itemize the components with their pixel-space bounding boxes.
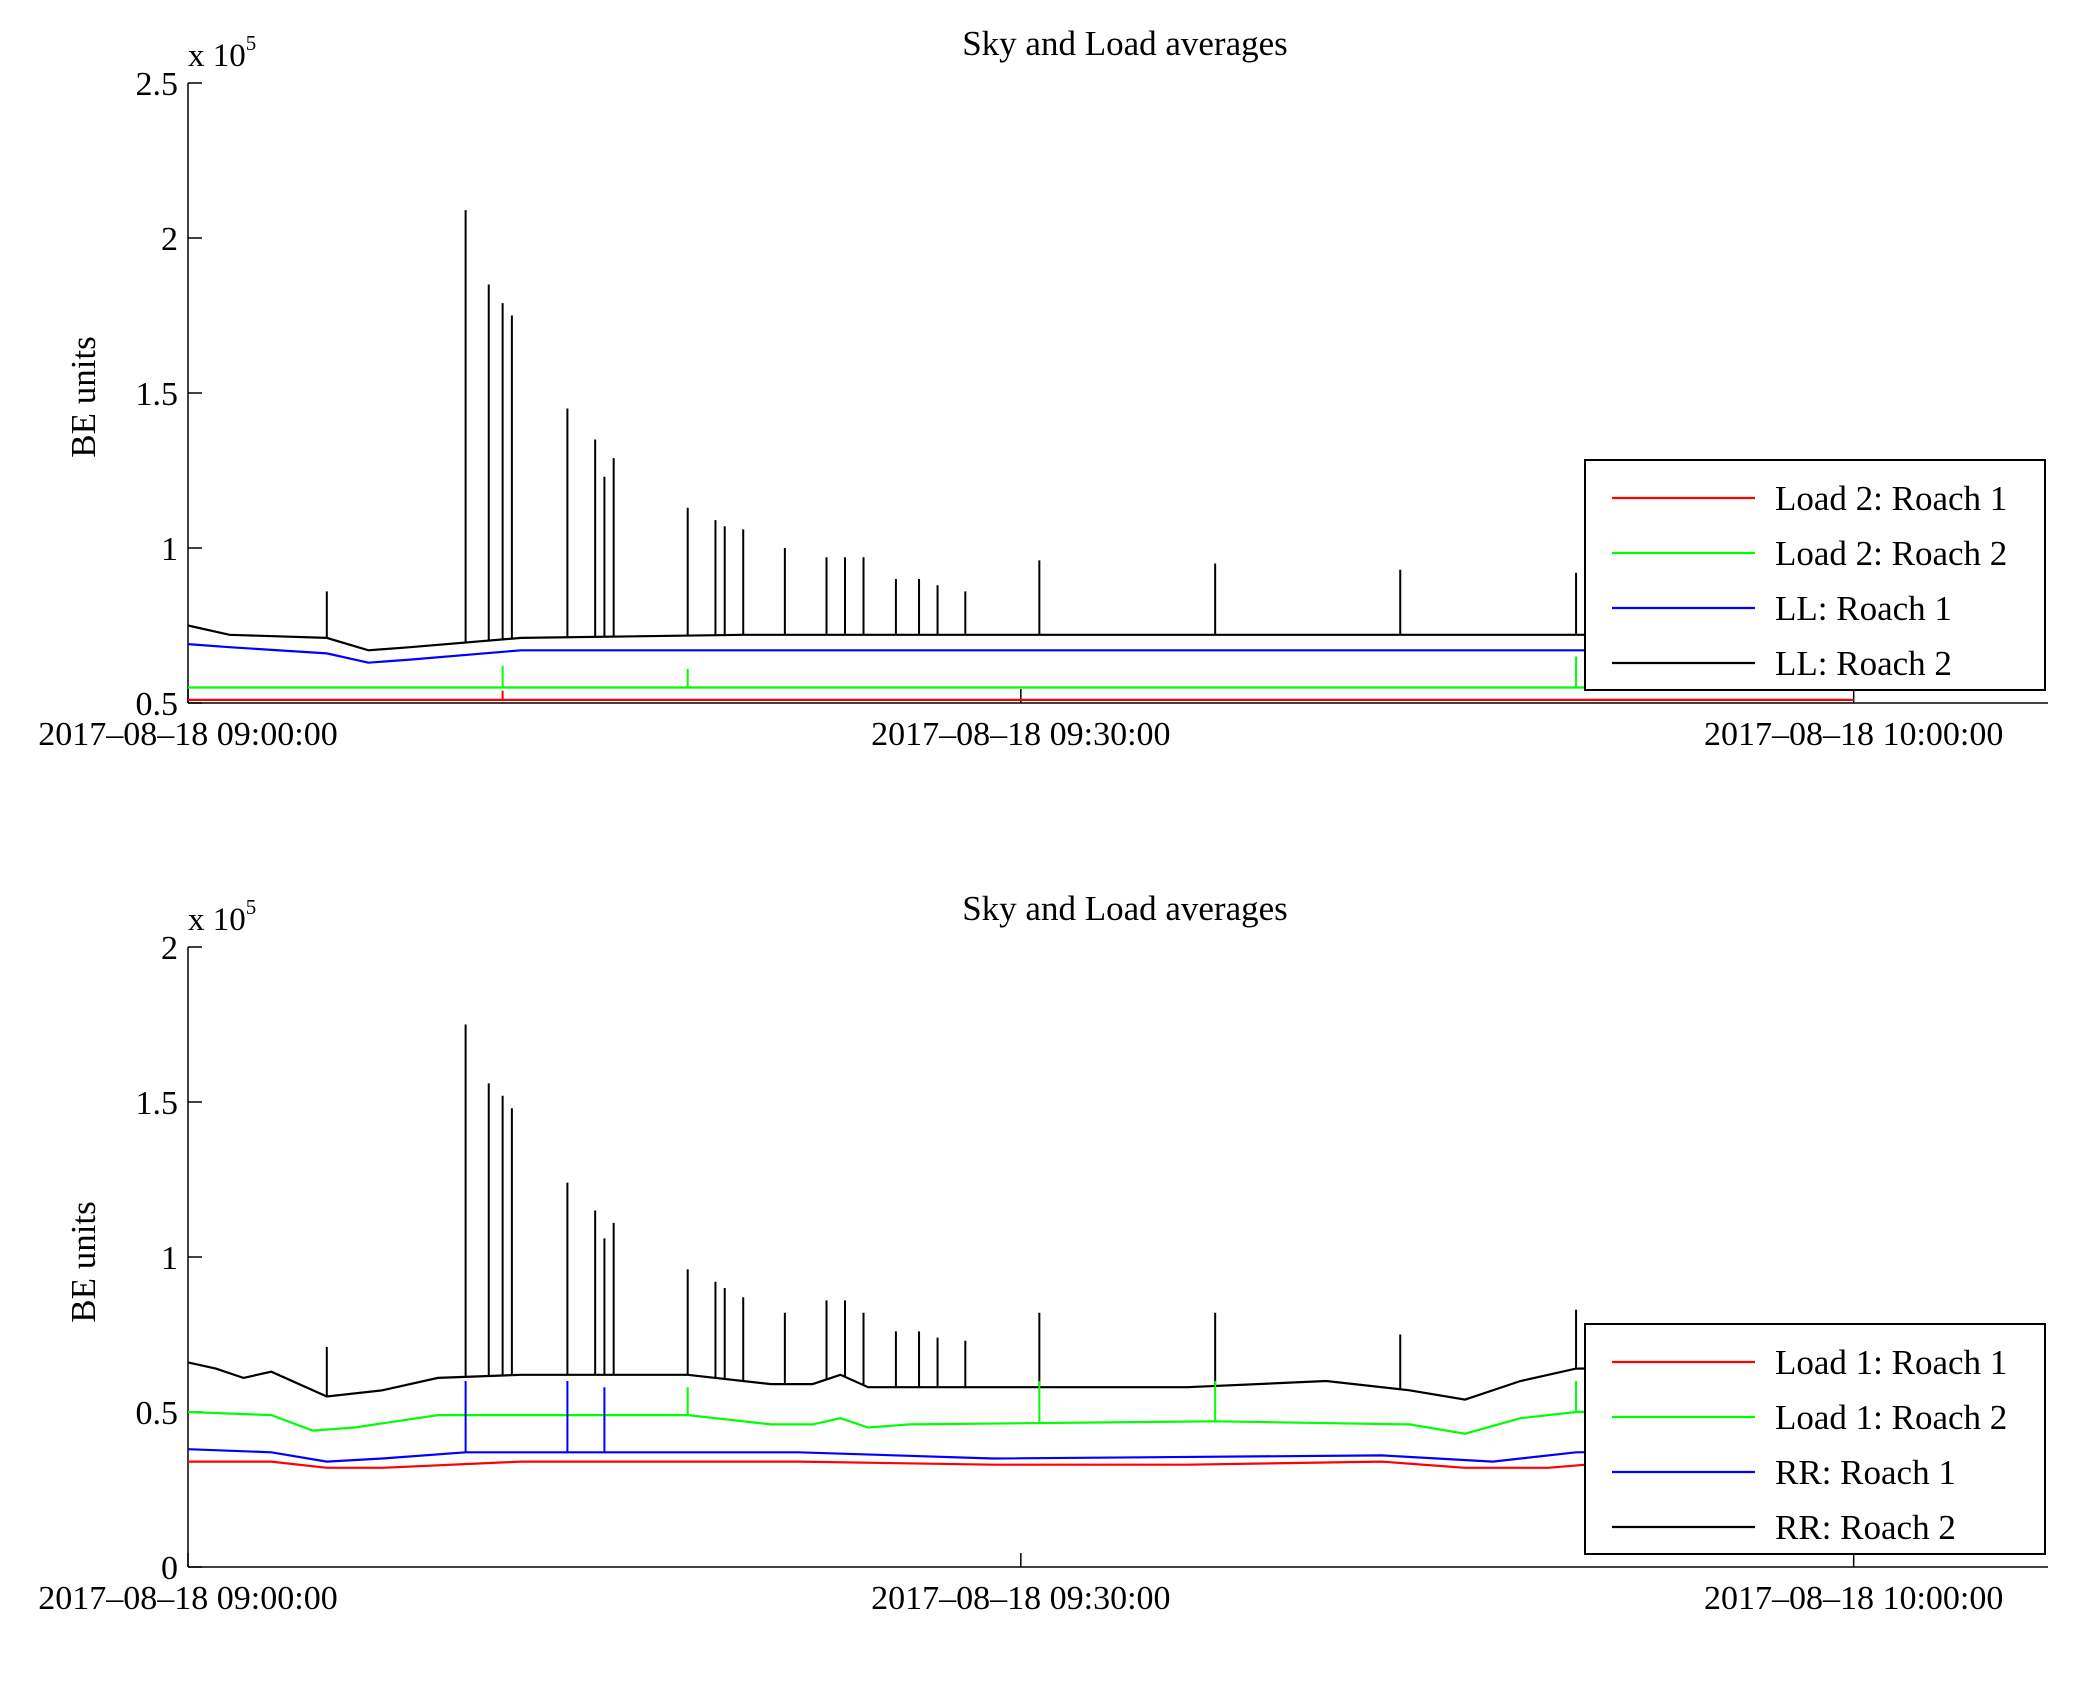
- legend-entry: Load 2: Roach 1: [1775, 479, 2007, 518]
- exponent-base: x 10: [188, 902, 246, 938]
- y-tick-label: 1: [161, 531, 178, 568]
- y-axis-label: BE units: [64, 336, 103, 458]
- axes-top: 0.5 1 1.5 2 2.5 2017–08–18 09:00:00 2017–08–18…: [38, 66, 2048, 753]
- chart-title: Sky and Load averages: [962, 24, 1288, 63]
- x-tick-label: 2017–08–18 10:00:00: [1704, 1580, 2003, 1617]
- legend-entry: Load 2: Roach 2: [1775, 534, 2007, 573]
- chart-top: Sky and Load averages BE units x 105 0.5…: [38, 24, 2048, 753]
- series-line-4: [187, 624, 1854, 652]
- legend-entry: RR: Roach 2: [1775, 1508, 1956, 1547]
- legend-entry: Load 1: Roach 2: [1775, 1398, 2007, 1437]
- y-tick-label: 2: [161, 930, 178, 967]
- series-line-3: [187, 643, 1854, 664]
- y-axis-label: BE units: [64, 1201, 103, 1323]
- legend-entry: LL: Roach 2: [1775, 644, 1952, 683]
- chart-bottom: Sky and Load averages BE units x 105 0 0.…: [38, 889, 2048, 1617]
- y-tick-label: 2.5: [136, 66, 179, 103]
- exponent-base: x 10: [188, 38, 246, 74]
- y-tick-label: 1.5: [136, 1085, 179, 1122]
- series-line-2: [187, 1407, 1854, 1435]
- series-line-4: [187, 1361, 1854, 1401]
- series-line-1: [188, 1454, 1854, 1469]
- exponent-label: x 105: [188, 31, 256, 74]
- legend-entry: Load 1: Roach 1: [1775, 1343, 2007, 1382]
- legend-entry: LL: Roach 1: [1775, 589, 1952, 628]
- y-tick-label: 1.5: [136, 376, 179, 413]
- y-tick-label: 0.5: [136, 1395, 179, 1432]
- axes-bottom: 0 0.5 1 1.5 2 2017–08–18 09:00:00 2017–08–18 0…: [38, 930, 2048, 1617]
- x-tick-label: 2017–08–18 10:00:00: [1704, 716, 2003, 753]
- exponent-power: 5: [246, 31, 257, 55]
- y-tick-label: 2: [161, 221, 178, 258]
- exponent-label: x 105: [188, 895, 256, 938]
- series-line-3: [187, 1448, 1854, 1463]
- x-tick-label: 2017–08–18 09:30:00: [871, 716, 1170, 753]
- y-tick-label: 0: [161, 1550, 178, 1587]
- legend-entry: RR: Roach 1: [1775, 1453, 1956, 1492]
- chart-title: Sky and Load averages: [962, 889, 1288, 928]
- y-tick-label: 0.5: [136, 686, 179, 723]
- exponent-power: 5: [246, 895, 257, 919]
- x-tick-label: 2017–08–18 09:30:00: [871, 1580, 1170, 1617]
- x-tick-label: 2017–08–18 09:00:00: [38, 1580, 337, 1617]
- y-tick-label: 1: [161, 1240, 178, 1277]
- x-tick-label: 2017–08–18 09:00:00: [38, 716, 337, 753]
